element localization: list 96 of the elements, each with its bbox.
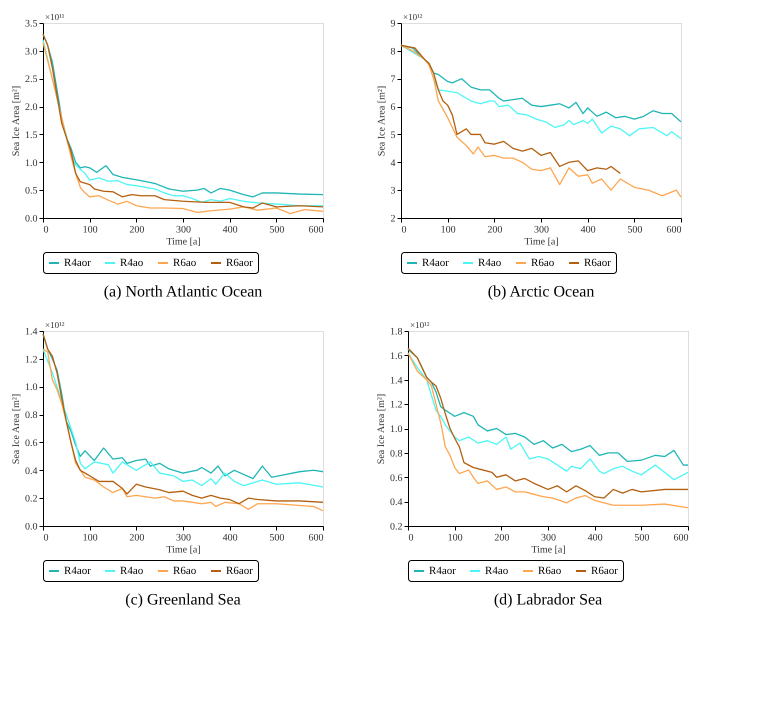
text: ×10¹² [410,320,430,330]
x-tick-label: 600 [308,532,324,544]
y-tick-label: 8 [390,46,396,58]
x-tick-label: 300 [541,532,556,544]
y-tick-label: 0.0 [25,214,38,224]
x-tick-label: 500 [634,532,650,544]
x-tick-label: 600 [666,224,682,236]
legend-label: R6ao [173,257,197,269]
legend-label: R6aor [226,565,254,577]
y-tick-label: 0.0 [25,522,38,532]
y-tick-label: 0.6 [390,472,402,484]
text: (a) North Atlantic Ocean [104,284,262,300]
y-tick-label: 1.0 [390,424,402,435]
legend-label: R6ao [531,257,555,269]
text: ×10¹² [403,12,423,22]
x-tick-label: 500 [627,224,642,236]
y-tick-label: 1.4 [25,326,38,338]
text: (d) Labrador Sea [494,592,602,608]
x-tick-label: 400 [222,224,238,236]
y-tick-label: 1.5 [25,130,38,141]
y-axis-title: Sea Ice Area [m²] [11,86,22,156]
legend-label: R4ao [478,257,502,269]
y-tick-label: 1.2 [390,400,402,411]
y-tick-label: 2.0 [25,102,38,114]
x-tick-label: 500 [269,224,284,236]
y-tick-label: 4 [390,158,396,169]
y-tick-label: 1.6 [390,350,402,362]
y-tick-label: 1.0 [25,382,38,394]
y-tick-label: 0.2 [390,522,402,532]
y-axis-title: Sea Ice Area [m²] [376,394,387,464]
text: (b) Arctic Ocean [488,284,594,300]
line-series [400,44,682,198]
x-tick-label: 300 [176,224,191,236]
y-tick-label: 0.4 [25,466,38,477]
x-axis-title: Time [a] [531,544,566,556]
legend-label: R4ao [485,565,509,577]
y-axis-title: Sea Ice Area [m²] [376,86,388,156]
y-tick-label: 2.5 [25,74,38,86]
line-series [400,44,682,140]
x-tick-label: 100 [448,532,463,544]
legend-label: R4aor [429,565,456,577]
x-tick-label: 100 [82,532,98,544]
x-axis-title: Time [a] [166,236,201,248]
x-tick-label: 300 [176,532,191,544]
x-tick-label: 0 [402,224,406,236]
y-tick-label: 2 [390,214,396,224]
text: (c) Greenland Sea [125,592,241,608]
x-tick-label: 0 [408,532,414,544]
x-tick-label: 100 [440,224,456,236]
x-tick-label: 100 [82,224,98,236]
x-tick-label: 200 [494,532,510,544]
legend-label: R4aor [64,565,92,577]
y-tick-label: 0.2 [25,494,38,505]
y-tick-label: 1.4 [390,375,402,386]
y-tick-label: 0.4 [390,497,402,508]
y-tick-label: 3 [390,186,396,197]
legend-label: R6aor [591,565,618,577]
line-series [400,44,621,174]
y-tick-label: 3.5 [25,18,38,30]
legend-label: R4ao [120,565,144,577]
legend-label: R6ao [538,565,562,577]
legend-label: R6aor [226,257,254,269]
x-tick-label: 400 [588,532,603,544]
x-tick-label: 0 [44,224,48,236]
legend-label: R4aor [64,257,92,269]
y-tick-label: 1.8 [390,326,402,338]
y-tick-label: 0.6 [25,438,38,449]
y-tick-label: 1.0 [25,158,38,169]
x-tick-label: 400 [580,224,596,236]
y-tick-label: 7 [390,74,396,86]
x-tick-label: 600 [674,532,688,544]
x-tick-label: 200 [129,532,144,544]
legend-label: R6ao [173,565,197,577]
y-tick-label: 0.5 [25,186,38,197]
x-tick-label: 300 [534,224,549,236]
x-axis-title: Time [a] [524,236,559,248]
x-tick-label: 500 [269,532,284,544]
y-tick-label: 6 [390,102,396,114]
y-tick-label: 5 [390,130,396,141]
x-tick-label: 0 [44,532,48,544]
x-tick-label: 600 [308,224,324,236]
y-tick-label: 9 [390,18,396,30]
y-tick-label: 1.2 [25,354,38,366]
y-tick-label: 3.0 [25,46,38,58]
legend-label: R6aor [584,257,612,269]
legend-label: R4aor [422,257,450,269]
x-tick-label: 200 [129,224,144,236]
x-tick-label: 400 [222,532,238,544]
text: ×10¹² [45,320,65,330]
y-axis-title: Sea Ice Area [m²] [11,394,22,464]
y-tick-label: 0.8 [25,410,38,422]
x-tick-label: 200 [487,224,502,236]
x-axis-title: Time [a] [166,544,201,556]
y-tick-label: 0.8 [390,448,402,460]
text: ×10¹¹ [45,12,65,22]
legend-label: R4ao [120,257,144,269]
